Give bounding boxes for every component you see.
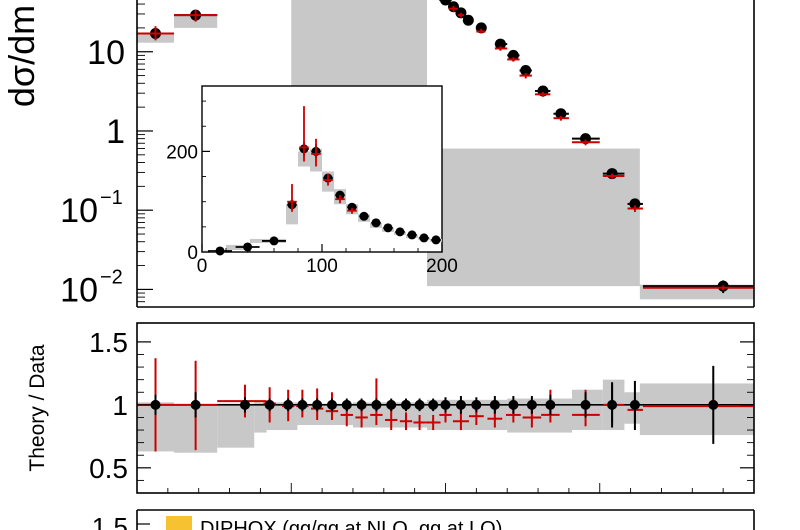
ratio-band-segment: [639, 383, 754, 436]
data-point: [508, 399, 519, 410]
data-point: [471, 399, 482, 410]
data-point: [428, 399, 439, 410]
inset-y-tick-label: 0: [187, 243, 198, 264]
data-point: [239, 399, 250, 410]
ratio-ticks: 0.5 1 1.5: [89, 327, 755, 493]
data-point: [312, 399, 323, 410]
inset-x-tick-label: 100: [306, 256, 338, 277]
data-point: [629, 198, 641, 210]
data-point: [462, 14, 474, 26]
main-y-tick-label: 10: [60, 271, 98, 309]
inset-band-segment: [286, 204, 298, 225]
inset-ticks: 0 100 200 0 200: [166, 100, 458, 277]
data-point: [520, 64, 532, 76]
data-point: [269, 236, 279, 246]
ratio-y-tick-label: 0.5: [89, 453, 128, 484]
data-point: [607, 399, 618, 410]
data-point: [371, 399, 382, 410]
data-point: [555, 108, 567, 120]
data-point: [243, 242, 253, 252]
data-point: [341, 399, 352, 410]
inset-series: [208, 106, 441, 256]
data-point: [190, 399, 201, 410]
data-point: [545, 399, 556, 410]
data-point: [440, 399, 451, 410]
ratio-band-segment: [217, 403, 255, 448]
data-point: [401, 399, 412, 410]
main-y-tick-exponent: −1: [100, 187, 123, 209]
data-point: [431, 235, 441, 245]
ratio-series: [137, 358, 754, 452]
data-point: [507, 49, 519, 61]
ratio-y-tick-label: 1: [112, 390, 128, 421]
main-band-segment: [426, 148, 640, 287]
inset-x-tick-label: 200: [426, 256, 458, 277]
data-point: [383, 223, 393, 233]
legend-label: DIPHOX (gg/qq at NLO, gg at LO): [200, 518, 502, 530]
data-point: [283, 399, 294, 410]
ratio-band-segment: [254, 402, 267, 433]
inset-y-tick-label: 200: [166, 142, 198, 163]
data-point: [708, 399, 719, 410]
data-point: [215, 246, 225, 256]
lower-y-tick-label: 1.5: [92, 512, 128, 530]
main-y-tick-exponent: −2: [100, 266, 123, 288]
data-point: [414, 399, 425, 410]
data-point: [526, 399, 537, 410]
data-point: [264, 399, 275, 410]
data-point: [386, 399, 397, 410]
main-y-tick-label: 1: [106, 113, 125, 151]
inset-panel: 0 100 200 0 200: [166, 85, 458, 277]
ratio-y-axis-label: Theory / Data: [26, 344, 49, 472]
data-point: [407, 230, 417, 240]
data-point: [455, 399, 466, 410]
data-point: [395, 227, 405, 237]
data-point: [297, 399, 308, 410]
data-point: [419, 233, 429, 243]
lower-panel: 1.5 DIPHOX (gg/qq at NLO, gg at LO): [92, 509, 755, 530]
data-point: [356, 399, 367, 410]
legend-swatch: [166, 516, 192, 530]
ratio-band-segment: [571, 389, 603, 431]
data-point: [371, 218, 381, 228]
main-series: [137, 0, 754, 294]
data-point: [440, 0, 451, 6]
main-band-segment: [174, 16, 218, 28]
data-point: [489, 399, 500, 410]
ratio-y-tick-label: 1.5: [89, 327, 128, 358]
main-y-axis-label: dσ/dm: [1, 5, 42, 107]
main-y-tick-label: 10: [87, 34, 125, 72]
ratio-panel: 0.5 1 1.5 Theory / Data: [26, 322, 755, 494]
data-point: [150, 399, 161, 410]
data-point: [359, 211, 369, 221]
data-point: [629, 399, 640, 410]
data-point: [347, 202, 357, 212]
data-point: [326, 399, 337, 410]
main-y-tick-label: 10: [60, 192, 98, 230]
data-point: [494, 38, 506, 50]
data-point: [580, 399, 591, 410]
inset-x-tick-label: 0: [197, 256, 208, 277]
